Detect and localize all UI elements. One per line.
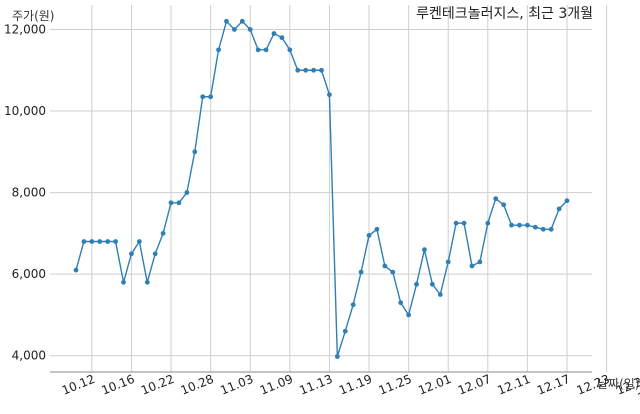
data-point [556, 206, 562, 212]
data-point [564, 198, 570, 204]
data-point [184, 190, 190, 195]
x-tick-label: 12.17 [535, 372, 572, 398]
data-point [342, 328, 348, 334]
data-point [509, 222, 514, 228]
data-point [136, 239, 142, 244]
data-point [390, 269, 396, 275]
data-point [176, 200, 182, 206]
data-point [501, 202, 507, 208]
chart-title: 루켄테크놀러지스, 최근 3개월 [416, 6, 593, 22]
x-tick-label: 11.13 [297, 372, 334, 398]
data-point [263, 47, 269, 53]
data-point [485, 220, 491, 226]
y-axis-label: 주가(원) [12, 9, 54, 23]
data-point [152, 251, 158, 257]
data-point [129, 251, 134, 257]
y-tick-label: 4,000 [12, 349, 46, 363]
data-point [113, 239, 118, 244]
x-tick-label: 10.28 [179, 372, 216, 398]
data-point [81, 239, 87, 244]
data-point [517, 222, 522, 228]
data-point [453, 220, 459, 226]
data-point [144, 279, 150, 285]
data-point [231, 27, 237, 32]
x-axis-label: 날짜(일) [597, 377, 639, 391]
grid [50, 5, 608, 372]
data-point [97, 239, 103, 244]
y-tick-label: 6,000 [12, 267, 46, 281]
data-point [239, 18, 245, 24]
data-point [73, 267, 79, 273]
data-point [271, 31, 277, 36]
y-tick-label: 12,000 [4, 22, 46, 36]
data-point [311, 67, 316, 73]
data-point [303, 67, 309, 73]
data-point [121, 279, 126, 285]
data-point [469, 263, 475, 269]
x-tick-label: 10.16 [99, 372, 136, 398]
data-point [477, 259, 483, 265]
data-point [406, 312, 412, 318]
x-tick-label: 11.25 [377, 372, 414, 398]
data-point [255, 47, 261, 53]
y-tick-labels: 4,000 6,000 8,000 10,000 12,000 [4, 22, 46, 362]
data-point [461, 220, 467, 226]
data-point [224, 18, 229, 24]
data-point [279, 35, 285, 41]
data-point [540, 226, 546, 232]
x-tick-label: 12.01 [416, 372, 453, 398]
x-tick-label: 10.22 [139, 372, 176, 398]
data-point [287, 47, 293, 53]
data-point [366, 232, 372, 238]
data-point [398, 300, 404, 306]
data-point [414, 281, 419, 287]
data-point [319, 67, 324, 73]
data-point [374, 226, 380, 232]
data-point [216, 47, 221, 53]
x-tick-label: 11.03 [218, 372, 255, 398]
data-point [525, 222, 530, 228]
series-points [73, 18, 570, 359]
x-tick-label: 11.09 [258, 372, 295, 398]
data-point [192, 149, 198, 155]
data-point [358, 269, 364, 275]
x-tick-label: 12.07 [456, 372, 493, 398]
data-point [445, 259, 451, 265]
data-point [350, 302, 356, 308]
data-point [168, 200, 174, 206]
data-point [247, 27, 253, 32]
x-tick-label: 11.19 [337, 372, 374, 398]
data-point [437, 292, 443, 297]
data-point [327, 92, 332, 98]
y-tick-label: 10,000 [4, 104, 46, 118]
x-tick-label: 12.11 [495, 372, 532, 398]
data-point [89, 239, 95, 244]
y-tick-label: 8,000 [12, 186, 46, 200]
x-tick-label: 10.12 [60, 372, 97, 398]
data-point [548, 226, 554, 232]
x-tick-labels: 10.12 10.16 10.22 10.28 11.03 11.09 11.13 11.19… [60, 372, 640, 405]
data-point [208, 94, 214, 100]
data-point [382, 263, 388, 269]
data-point [295, 67, 301, 73]
data-point [200, 94, 206, 100]
data-point [334, 354, 340, 359]
data-point [493, 196, 499, 202]
data-point [429, 281, 435, 287]
data-point [532, 224, 538, 230]
data-point [105, 239, 111, 244]
data-point [422, 247, 427, 253]
data-point [160, 230, 166, 236]
